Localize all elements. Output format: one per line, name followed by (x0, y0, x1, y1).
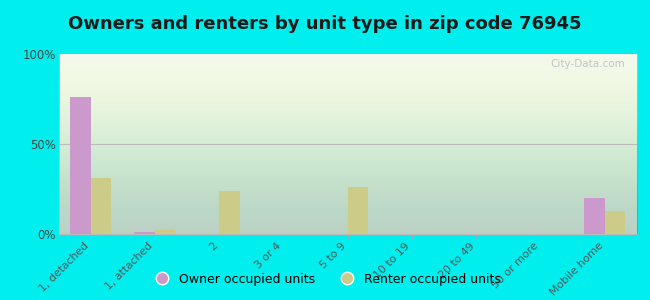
Bar (155, 230, 176, 234)
Text: Owners and renters by unit type in zip code 76945: Owners and renters by unit type in zip c… (68, 15, 582, 33)
Text: City-Data.com: City-Data.com (551, 59, 625, 69)
Bar (584, 198, 605, 234)
Bar (219, 191, 240, 234)
Bar (348, 187, 369, 234)
Bar (70, 97, 90, 234)
Bar (605, 211, 625, 234)
Bar (135, 232, 155, 234)
Legend: Owner occupied units, Renter occupied units: Owner occupied units, Renter occupied un… (144, 268, 506, 291)
Bar (90, 178, 111, 234)
